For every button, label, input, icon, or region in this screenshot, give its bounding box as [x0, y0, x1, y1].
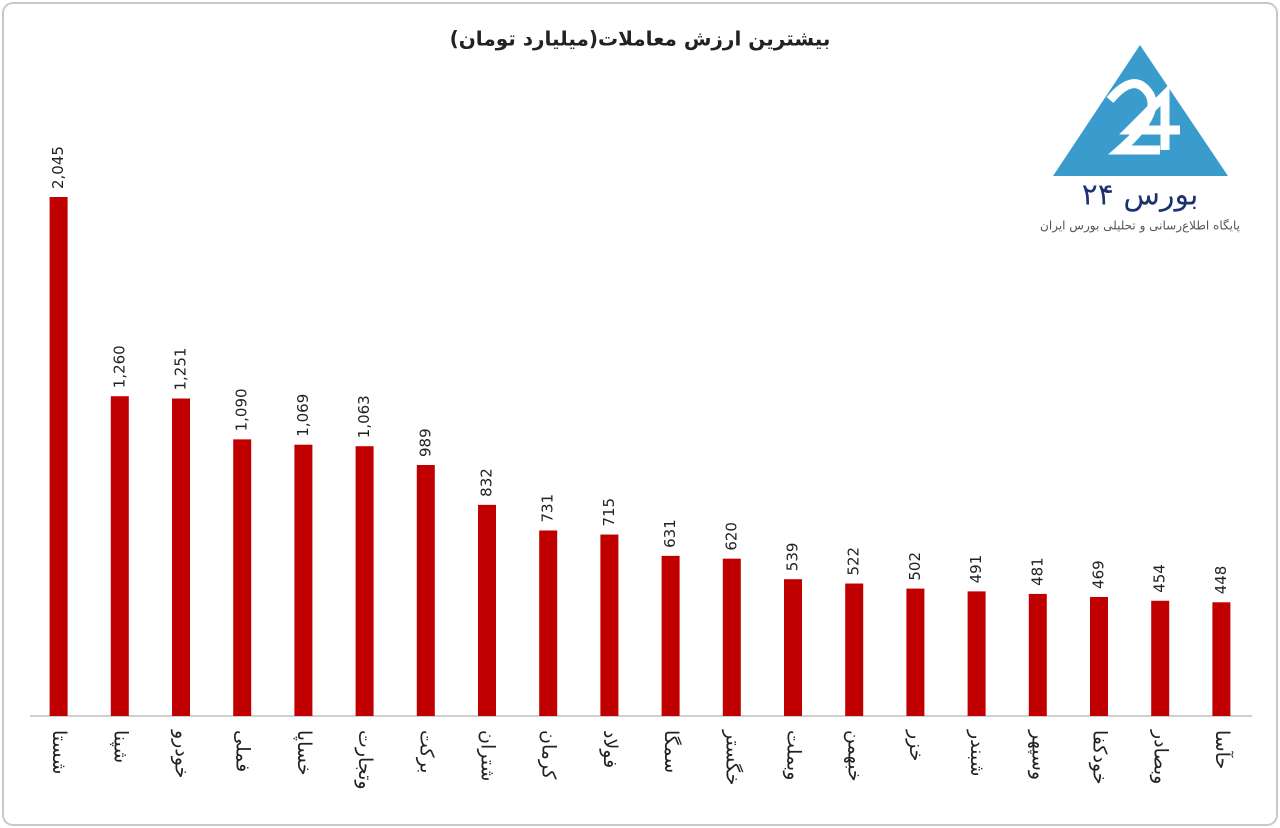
value-label: 539 [784, 543, 802, 572]
value-label: 454 [1151, 564, 1169, 593]
value-label: 1,251 [172, 348, 190, 391]
value-label: 715 [600, 498, 618, 527]
x-tick-label: حآسا [1211, 730, 1235, 769]
bar [49, 197, 68, 716]
value-label: 620 [722, 522, 740, 551]
bar [845, 583, 864, 716]
x-tick-label: خودکفا [1089, 730, 1111, 784]
bar [539, 530, 558, 716]
bar [1151, 600, 1170, 716]
bar [906, 588, 925, 716]
x-tick-label: برکت [415, 730, 437, 773]
logo-triangle [1053, 45, 1228, 176]
bar [110, 396, 129, 716]
x-tick-label: فملی [232, 730, 254, 772]
x-tick-label: سمگا [660, 730, 683, 773]
value-label: 1,069 [294, 394, 312, 437]
bar [294, 444, 313, 716]
x-tick-label: کرمان [538, 730, 560, 780]
x-tick-label: شپنا [109, 730, 131, 763]
x-tick-label: وبصادر [1150, 729, 1172, 784]
bar [1212, 602, 1231, 716]
value-label: 448 [1212, 566, 1230, 595]
x-tick-label: خساپا [293, 730, 315, 776]
logo-tagline: پایگاه اطلاع‌رسانی و تحلیلی بورس ایران [1040, 219, 1240, 234]
value-label: 1,090 [233, 388, 251, 431]
value-label: 491 [967, 555, 985, 584]
bar [233, 439, 252, 716]
bar [722, 558, 741, 716]
value-label: 1,260 [110, 345, 128, 388]
value-label: 502 [906, 552, 924, 581]
value-label: 631 [661, 519, 679, 548]
value-label: 731 [539, 494, 557, 523]
bar [172, 398, 190, 716]
value-label: 469 [1090, 560, 1108, 589]
x-tick-label: خگستر [721, 729, 744, 785]
x-tick-label: وسپهر [1027, 729, 1049, 780]
bar [1090, 596, 1108, 716]
x-tick-label: خودرو [171, 729, 193, 778]
value-label: 989 [416, 428, 434, 457]
value-label: 2,045 [49, 146, 67, 189]
bar [784, 579, 802, 716]
bar [1028, 593, 1047, 716]
value-label: 481 [1028, 557, 1046, 586]
value-label: 832 [478, 468, 496, 497]
x-tick-label: شتران [477, 730, 499, 781]
bar [967, 591, 986, 716]
bar [661, 555, 680, 716]
bar [600, 534, 619, 716]
value-label: 522 [845, 547, 863, 576]
bar [478, 504, 496, 716]
x-tick-label: شبندر [966, 729, 988, 777]
bar [416, 465, 435, 716]
bar [355, 446, 374, 716]
chart-title: بیشترین ارزش معاملات(میلیارد تومان) [450, 27, 831, 51]
logo: بورس ۲۴ پایگاه اطلاع‌رسانی و تحلیلی بورس… [1040, 45, 1240, 234]
x-tick-label: فولاد [599, 730, 621, 768]
x-tick-label: خزر [905, 729, 927, 761]
x-tick-label: وبملت [783, 730, 805, 780]
x-tick-label: شستا [48, 730, 70, 774]
value-label: 1,063 [355, 395, 373, 438]
x-tick-label: خبهمن [844, 730, 866, 782]
logo-name: بورس ۲۴ [1082, 178, 1199, 213]
x-tick-label: وتجارت [354, 730, 376, 790]
logo-mark [1106, 79, 1180, 155]
